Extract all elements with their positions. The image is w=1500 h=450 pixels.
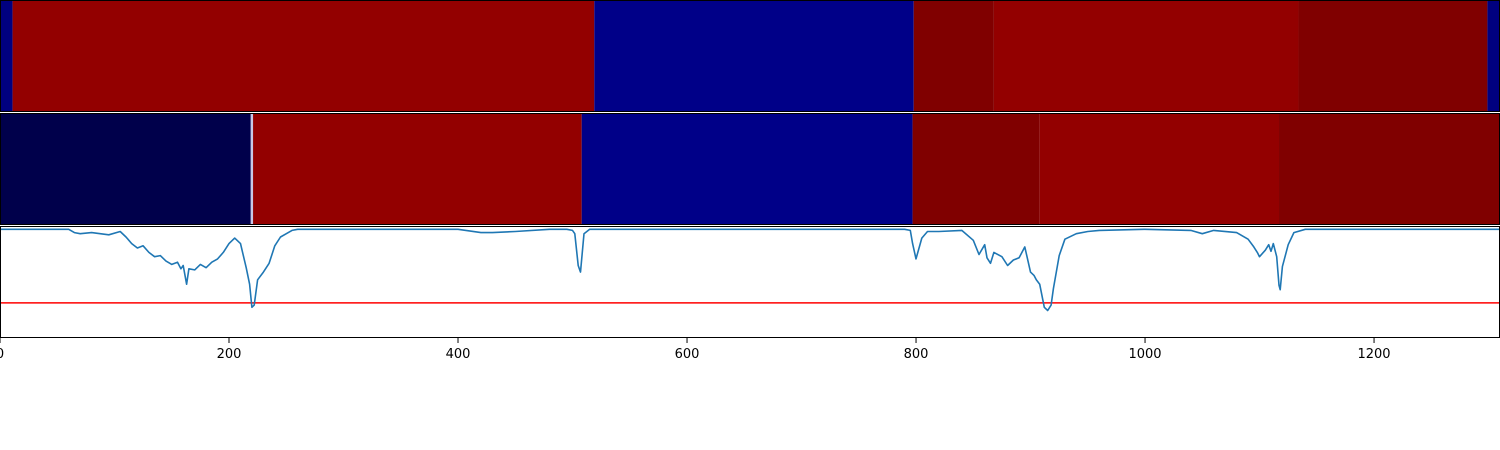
- heatmap-1-segment-2: [594, 0, 914, 112]
- heatmap-2-segment-2: [253, 113, 582, 225]
- heatmap-2-segment-1: [250, 113, 254, 225]
- x-tick-label: 200: [217, 347, 242, 362]
- middle-heatmap-strip: [0, 113, 1500, 225]
- heatmap-2-segment-4: [912, 113, 1040, 225]
- x-tick-label: 400: [446, 347, 471, 362]
- x-tick-label: 1200: [1357, 347, 1390, 362]
- top-heatmap-strip: [0, 0, 1500, 112]
- heatmap-1-segment-3: [913, 0, 994, 112]
- heatmap-1-segment-5: [1298, 0, 1488, 112]
- line-plot-panel: [0, 226, 1500, 338]
- x-tick-label: 0: [0, 347, 4, 362]
- heatmap-2-segment-6: [1279, 113, 1500, 225]
- line-plot-background: [0, 226, 1500, 338]
- heatmap-2-segment-5: [1039, 113, 1280, 225]
- x-tick-label: 1000: [1128, 347, 1161, 362]
- heatmap-1-segment-0: [0, 0, 13, 112]
- heatmap-1-segment-4: [993, 0, 1299, 112]
- heatmap-1-segment-1: [12, 0, 595, 112]
- series-line: [0, 228, 1500, 312]
- x-tick-label: 800: [904, 347, 929, 362]
- heatmap-2-segment-0: [0, 113, 251, 225]
- x-axis: 0 200 400 600 800 1000 1200: [0, 338, 1391, 362]
- x-tick-label: 600: [675, 347, 700, 362]
- heatmap-2-segment-3: [581, 113, 913, 225]
- heatmap-1-segment-6: [1487, 0, 1500, 112]
